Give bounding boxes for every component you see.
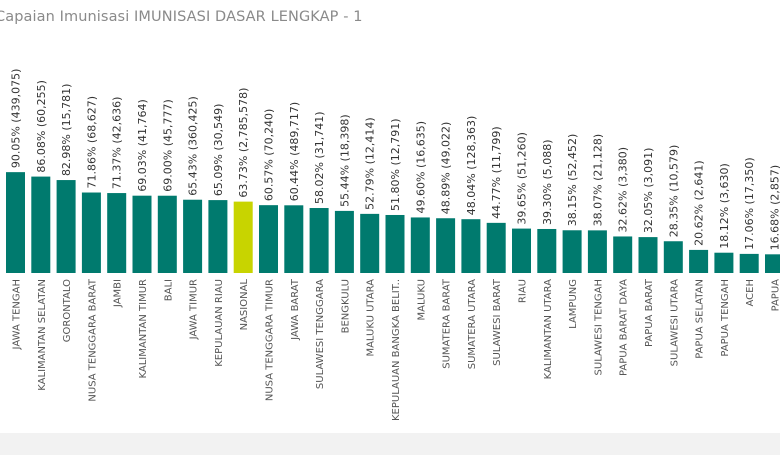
bar[interactable]: [284, 205, 304, 273]
bar[interactable]: [714, 252, 734, 273]
bar[interactable]: [360, 213, 380, 273]
category-label: PAPUA BARAT DAYA: [619, 279, 630, 376]
bar[interactable]: [410, 217, 430, 273]
category-label: PAPUA TENGAH: [720, 279, 731, 357]
category-label: JAWA TENGAH: [12, 279, 23, 350]
category-label: ACEH: [745, 279, 756, 307]
data-label: 38.07% (21,128): [591, 134, 604, 227]
data-label: 65.09% (30,549): [212, 104, 225, 197]
category-label: GORONTALO: [62, 279, 73, 342]
bar[interactable]: [309, 208, 329, 273]
bar[interactable]: [56, 180, 76, 273]
bar[interactable]: [183, 199, 203, 273]
bar[interactable]: [208, 200, 228, 273]
category-label: BALI: [163, 279, 174, 301]
data-label: 17.06% (17,350): [743, 157, 756, 250]
category-label: JAWA BARAT: [290, 278, 301, 341]
category-label: KALIMANTAN UTARA: [543, 279, 554, 380]
bar[interactable]: [385, 214, 405, 273]
category-label: RIAU: [518, 279, 529, 303]
bar[interactable]: [486, 222, 506, 273]
bar[interactable]: [6, 172, 25, 273]
category-label: KEPULAUAN BANGKA BELIT..: [391, 279, 402, 421]
bar[interactable]: [739, 253, 759, 273]
bar[interactable]: [233, 201, 253, 273]
data-label: 69.00% (45,777): [161, 99, 174, 192]
bar[interactable]: [765, 254, 780, 273]
category-label: SULAWESI TENGAH: [593, 279, 604, 375]
bar[interactable]: [663, 241, 683, 273]
bar[interactable]: [31, 176, 51, 273]
data-label: 60.57% (70,240): [263, 109, 276, 202]
bar[interactable]: [512, 228, 531, 273]
data-label: 49.60% (16,635): [414, 121, 427, 214]
bar[interactable]: [562, 230, 582, 273]
data-label: 39.65% (51,260): [516, 132, 529, 225]
data-label: 48.89% (49,022): [440, 122, 453, 215]
data-label: 90.05% (439,075): [10, 69, 23, 169]
data-label: 32.62% (3,380): [617, 147, 630, 233]
category-label: KALIMANTAN SELATAN: [37, 279, 48, 391]
category-label: SUMATERA BARAT: [442, 278, 453, 369]
category-label: KEPULAUAN RIAU: [214, 279, 225, 367]
data-label: 52.79% (12,414): [364, 117, 377, 210]
data-label: 38.15% (52,452): [566, 134, 579, 227]
bar[interactable]: [638, 237, 658, 273]
data-label: 86.08% (60,255): [35, 80, 48, 173]
category-label: PAPUA BARAT: [644, 278, 655, 347]
category-label: SUMATERA UTARA: [467, 279, 478, 369]
data-label: 55.44% (18,398): [338, 114, 351, 207]
category-label: PAPUA SELATAN: [695, 279, 706, 359]
category-label: LAMPUNG: [568, 279, 579, 329]
bar[interactable]: [461, 219, 481, 273]
category-label: MALUKU UTARA: [366, 279, 377, 357]
bar[interactable]: [107, 193, 127, 273]
data-label: 71.37% (42,636): [111, 97, 124, 190]
data-label: 58.02% (31,741): [313, 112, 326, 205]
data-label: 28.35% (10,579): [667, 145, 680, 238]
category-label: NUSA TENGGARA BARAT: [87, 278, 98, 401]
bar[interactable]: [259, 205, 278, 273]
data-label: 39.30% (5,088): [541, 139, 554, 225]
bar[interactable]: [537, 228, 557, 273]
data-label: 32.05% (3,091): [642, 148, 655, 234]
category-label: SULAWESI BARAT: [492, 278, 503, 366]
category-label: SULAWESI UTARA: [669, 279, 680, 366]
category-label: JAMBI: [113, 279, 124, 308]
category-label: MALUKU: [416, 279, 427, 320]
data-label: 63.73% (2,785,578): [237, 88, 250, 198]
data-label: 18.12% (3,630): [718, 163, 731, 249]
data-label: 60.44% (489,717): [288, 102, 301, 202]
bar[interactable]: [157, 195, 177, 273]
bar[interactable]: [587, 230, 607, 273]
data-label: 44.77% (11,799): [490, 126, 503, 219]
data-label: 48.04% (128,363): [465, 116, 478, 216]
bar[interactable]: [436, 218, 456, 273]
bar[interactable]: [689, 249, 709, 273]
data-label: 20.62% (2,641): [693, 160, 706, 246]
category-label: PAPUA: [771, 279, 780, 312]
data-label: 69.03% (41,764): [136, 99, 149, 192]
data-label: 65.43% (360,425): [187, 96, 200, 196]
category-label: NUSA TENGGARA TIMUR: [265, 279, 276, 401]
bar[interactable]: [613, 236, 633, 273]
category-label: JAWA TIMUR: [189, 279, 200, 340]
category-label: SULAWESI TENGGARA: [315, 279, 326, 389]
category-label: NASIONAL: [239, 279, 250, 331]
data-label: 71.86% (68,627): [85, 96, 98, 189]
data-label: 16.68% (2,857): [769, 165, 780, 251]
category-label: BENGKULU: [340, 279, 351, 333]
chart-title: Capaian Imunisasi IMUNISASI DASAR LENGKA…: [0, 9, 363, 25]
category-label: KALIMANTAN TIMUR: [138, 279, 149, 379]
bar[interactable]: [132, 195, 152, 273]
bar[interactable]: [334, 210, 354, 273]
data-label: 51.80% (12,791): [389, 118, 402, 211]
data-label: 82.98% (15,781): [60, 84, 73, 177]
footer-bar: [0, 433, 780, 455]
bar[interactable]: [81, 192, 101, 273]
